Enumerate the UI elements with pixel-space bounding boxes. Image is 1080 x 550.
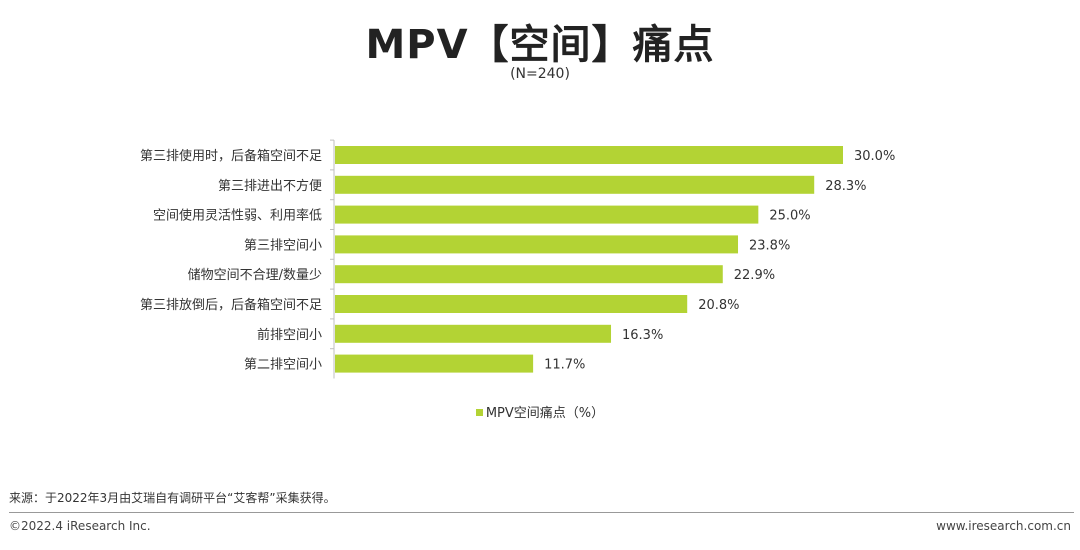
category-label: 第三排放倒后，后备箱空间不足 xyxy=(140,297,322,313)
chart-subtitle: (N=240) xyxy=(510,66,570,82)
category-label: 前排空间小 xyxy=(257,327,322,343)
bar xyxy=(335,295,688,313)
bar xyxy=(335,265,723,284)
data-label: 16.3% xyxy=(622,328,663,343)
legend-label: MPV空间痛点（%） xyxy=(485,406,605,421)
copyright: ©2022.4 iResearch Inc. xyxy=(9,519,151,533)
legend: MPV空间痛点（%） xyxy=(0,402,1080,421)
bar xyxy=(335,324,612,343)
bar xyxy=(335,146,843,164)
source-note: 来源：于2022年3月由艾瑞自有调研平台“艾客帮”采集获得。 xyxy=(9,491,336,505)
data-label: 11.7% xyxy=(544,358,585,373)
footer-divider xyxy=(9,512,1074,513)
category-label: 储物空间不合理/数量少 xyxy=(188,268,322,283)
website-link[interactable]: www.iresearch.com.cn xyxy=(936,519,1071,533)
bar xyxy=(335,235,739,254)
data-label: 30.0% xyxy=(854,149,895,164)
category-label: 第三排空间小 xyxy=(244,238,322,253)
category-label: 第三排进出不方便 xyxy=(218,178,322,194)
legend-swatch xyxy=(475,409,483,416)
data-label: 22.9% xyxy=(734,268,775,283)
category-label: 第三排使用时，后备箱空间不足 xyxy=(140,148,322,164)
category-label: 空间使用灵活性弱、利用率低 xyxy=(153,208,322,224)
bar xyxy=(335,205,759,224)
data-label: 20.8% xyxy=(698,298,739,313)
chart-title: MPV【空间】痛点 xyxy=(365,22,715,68)
bar xyxy=(335,175,815,194)
data-label: 25.0% xyxy=(769,209,810,224)
data-label: 23.8% xyxy=(749,238,790,253)
category-label: 第二排空间小 xyxy=(244,358,322,373)
bar xyxy=(335,354,534,373)
data-label: 28.3% xyxy=(825,179,866,194)
